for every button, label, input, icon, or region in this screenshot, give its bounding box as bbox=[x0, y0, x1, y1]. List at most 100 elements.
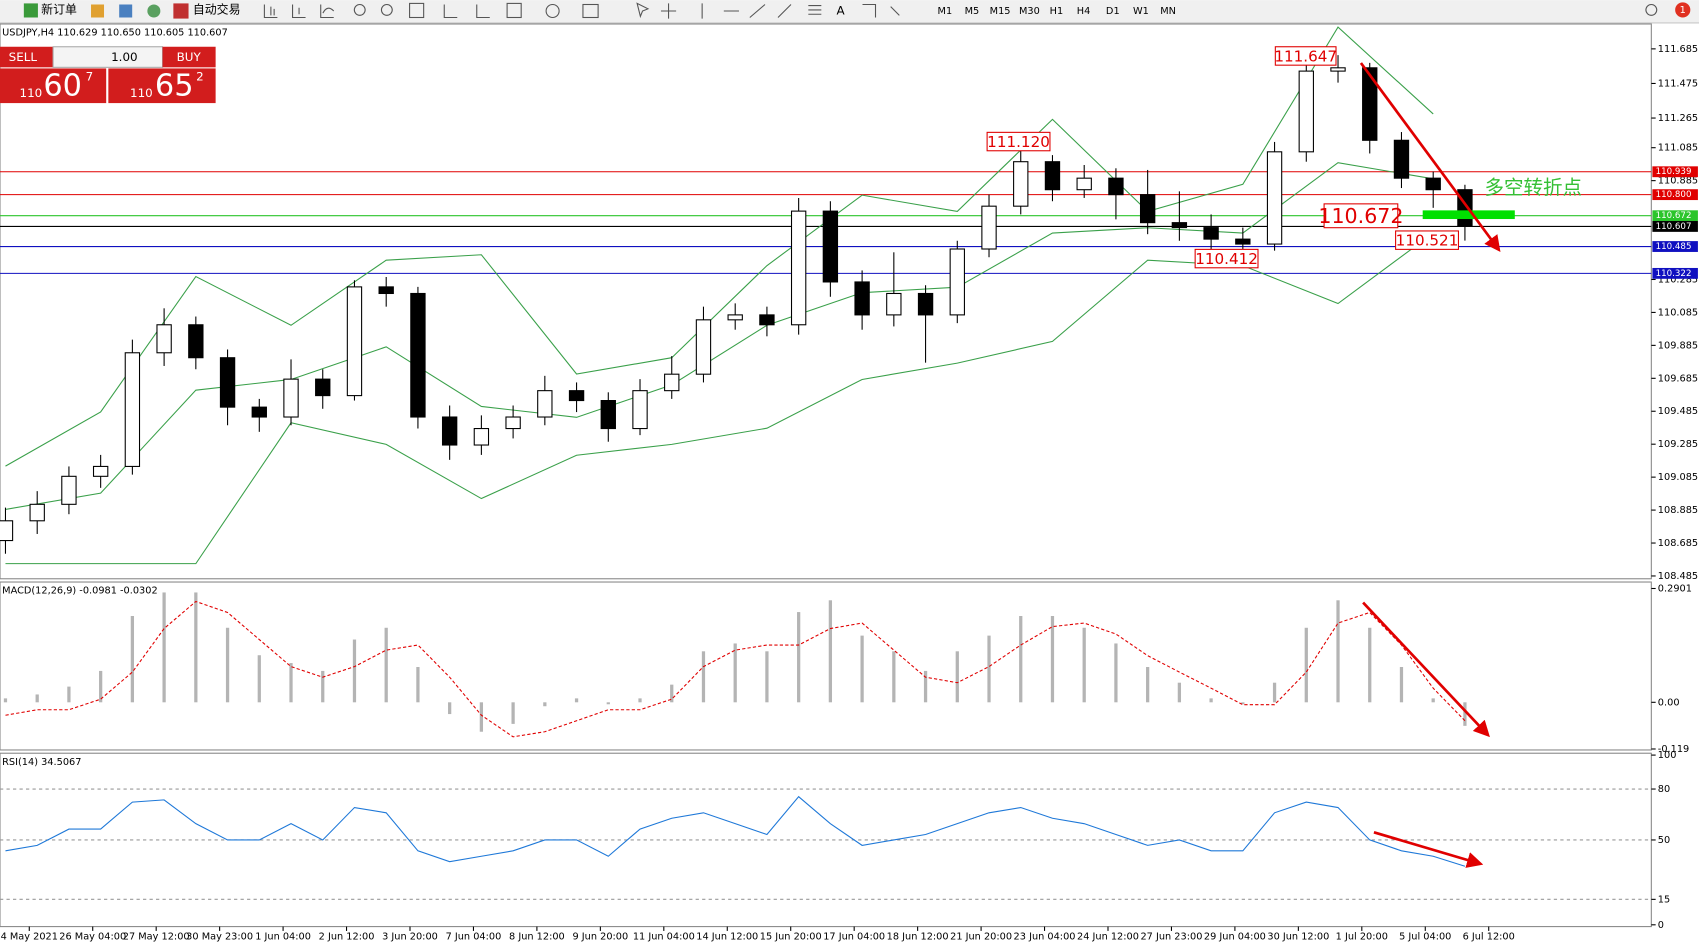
x-tick-label: 17 Jun 04:00 bbox=[823, 931, 885, 942]
pivot-label: 多空转折点 bbox=[1484, 176, 1582, 199]
candle-body bbox=[283, 378, 299, 418]
candle-body bbox=[1266, 151, 1283, 245]
notification-badge[interactable] bbox=[1675, 2, 1691, 18]
ask-big: 110 bbox=[130, 86, 153, 100]
buy-label[interactable]: BUY bbox=[177, 50, 202, 64]
y-tick-label: 0 bbox=[1658, 920, 1664, 931]
macd-bar bbox=[1019, 615, 1023, 703]
search-icon[interactable] bbox=[1645, 3, 1658, 16]
macd-bar bbox=[1431, 698, 1435, 703]
y-tick-label: 109.085 bbox=[1658, 472, 1698, 483]
new-order-icon[interactable] bbox=[23, 3, 38, 18]
candle-body bbox=[1076, 177, 1092, 191]
macd-bar bbox=[1272, 682, 1277, 703]
timeframe-button[interactable]: M30 bbox=[1019, 6, 1040, 17]
x-tick-label: 1 Jun 04:00 bbox=[255, 931, 311, 942]
y-tick-label: 108.685 bbox=[1658, 538, 1698, 549]
macd-bar bbox=[257, 655, 261, 703]
y-tick-label: 110.085 bbox=[1658, 307, 1698, 318]
macd-bar bbox=[701, 651, 706, 703]
candle-body bbox=[1298, 70, 1314, 153]
candle-body bbox=[473, 428, 490, 446]
price-level-tag bbox=[1652, 166, 1698, 178]
price-annotation-box bbox=[1323, 203, 1399, 229]
candle-body bbox=[568, 390, 585, 402]
price-level-tag bbox=[1652, 210, 1698, 222]
candle-body bbox=[981, 205, 997, 250]
buy-button[interactable] bbox=[162, 46, 216, 68]
macd-panel bbox=[0, 581, 1652, 751]
x-tick-label: 9 Jun 20:00 bbox=[572, 931, 628, 942]
macd-bar bbox=[1146, 666, 1150, 703]
macd-bar bbox=[638, 698, 642, 703]
y-tick-label: 109.485 bbox=[1658, 406, 1698, 417]
timeframe-button[interactable]: M15 bbox=[990, 6, 1011, 17]
price-panel bbox=[0, 23, 1652, 580]
macd-bar bbox=[765, 651, 769, 703]
price-level-label: 110.607 bbox=[1656, 222, 1692, 232]
timeframe-button[interactable]: W1 bbox=[1133, 6, 1149, 17]
x-tick-label: 6 Jul 12:00 bbox=[1463, 931, 1515, 942]
x-tick-label: 3 Jun 20:00 bbox=[382, 931, 438, 942]
macd-bar bbox=[321, 670, 325, 703]
sell-label[interactable]: SELL bbox=[9, 50, 38, 64]
timeframe-button[interactable]: M5 bbox=[965, 6, 980, 17]
lot-input[interactable] bbox=[52, 46, 164, 68]
macd-bar bbox=[797, 612, 801, 703]
candle-body bbox=[664, 373, 680, 392]
bid-box[interactable] bbox=[0, 68, 107, 104]
x-tick-label: 30 May 23:00 bbox=[186, 931, 253, 942]
macd-bar bbox=[828, 600, 833, 703]
ask-box[interactable] bbox=[108, 68, 216, 104]
pivot-zone bbox=[1422, 210, 1515, 220]
candle-body bbox=[61, 475, 77, 505]
candle-body bbox=[1362, 67, 1378, 141]
candle-body bbox=[790, 210, 807, 326]
toolbar-icon[interactable] bbox=[147, 4, 161, 18]
candle-body bbox=[0, 520, 14, 542]
candle-body bbox=[537, 390, 553, 418]
x-tick-label: 5 Jul 04:00 bbox=[1399, 931, 1451, 942]
timeframe-button[interactable]: H4 bbox=[1077, 6, 1091, 17]
price-annotation: 110.672 bbox=[1318, 204, 1403, 228]
toolbar-icon[interactable] bbox=[119, 4, 133, 18]
macd-bar bbox=[987, 635, 991, 703]
x-tick-label: 14 Jun 12:00 bbox=[696, 931, 758, 942]
timeframe-button[interactable]: H1 bbox=[1050, 6, 1064, 17]
candle-body bbox=[1235, 238, 1251, 245]
price-annotation: 111.647 bbox=[1274, 48, 1337, 66]
x-tick-label: 27 May 12:00 bbox=[123, 931, 190, 942]
price-annotation-box bbox=[1395, 230, 1459, 250]
new-order-button[interactable]: 新订单 bbox=[41, 2, 77, 16]
trend-arrows bbox=[1359, 62, 1501, 868]
timeframe-button[interactable]: MN bbox=[1160, 6, 1176, 17]
bollinger-middle bbox=[5, 162, 1434, 510]
y-tick-label: 111.475 bbox=[1658, 78, 1698, 89]
text-tool[interactable]: A bbox=[836, 3, 845, 17]
toolbar bbox=[0, 0, 1699, 23]
price-level-label: 110.939 bbox=[1656, 167, 1692, 177]
toolbar-tools[interactable] bbox=[263, 2, 900, 19]
candle-body bbox=[1044, 161, 1061, 191]
toolbar-icon[interactable] bbox=[91, 4, 105, 18]
macd-bar bbox=[416, 666, 420, 703]
macd-bar bbox=[35, 694, 39, 703]
macd-bar bbox=[162, 592, 166, 703]
candle-body bbox=[632, 390, 648, 430]
candle-body bbox=[156, 324, 172, 354]
macd-bar bbox=[67, 686, 71, 703]
macd-bar bbox=[543, 702, 547, 707]
timeframe-button[interactable]: M1 bbox=[938, 6, 953, 17]
sell-button[interactable] bbox=[0, 46, 54, 68]
candle-body bbox=[92, 465, 109, 477]
lot-value[interactable]: 1.00 bbox=[111, 50, 138, 64]
timeframe-button[interactable]: D1 bbox=[1106, 6, 1120, 17]
macd-bar bbox=[1209, 698, 1213, 703]
auto-trading-button[interactable]: 自动交易 bbox=[193, 2, 241, 16]
macd-bar bbox=[1368, 627, 1372, 703]
chart-title: USDJPY,H4 110.629 110.650 110.605 110.60… bbox=[2, 28, 228, 39]
macd-bar bbox=[99, 670, 103, 703]
auto-trading-icon[interactable] bbox=[173, 3, 189, 19]
y-tick-label: 110.285 bbox=[1658, 274, 1698, 285]
